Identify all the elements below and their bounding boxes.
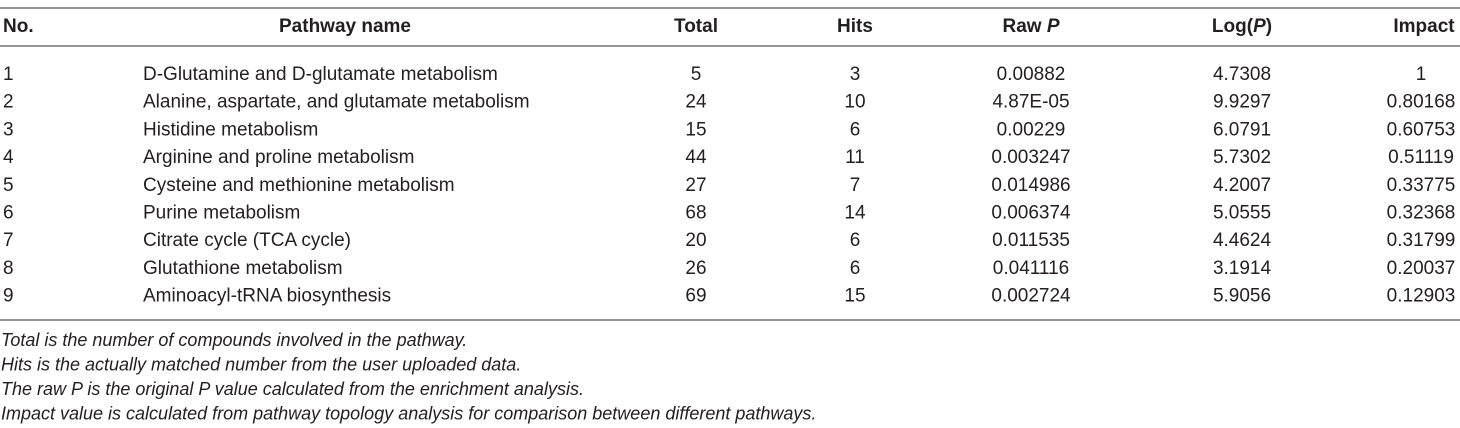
cell: 5.0555 <box>1213 203 1271 224</box>
cell: 4 <box>3 147 14 168</box>
cell: 0.32368 <box>1387 203 1456 224</box>
cell: 7 <box>3 230 14 251</box>
header-text: Log( <box>1212 16 1254 37</box>
header-cell: Raw P <box>1002 16 1059 37</box>
header-text: Hits <box>837 16 873 37</box>
pathway-name: Purine metabolism <box>143 203 300 224</box>
cell: 0.00882 <box>997 64 1066 85</box>
footnote: Hits is the actually matched number from… <box>1 354 521 374</box>
cell: 11 <box>845 147 865 168</box>
cell: 0.31799 <box>1387 230 1456 251</box>
cell: 15 <box>844 286 865 307</box>
cell: 9.9297 <box>1213 92 1271 113</box>
cell: 8 <box>3 258 14 279</box>
cell: 0.011535 <box>992 230 1070 251</box>
header-text: ) <box>1266 16 1272 37</box>
footnote: Impact value is calculated from pathway … <box>1 403 816 423</box>
cell: 0.006374 <box>991 203 1071 224</box>
cell: 0.80168 <box>1387 92 1456 113</box>
cell: 0.51119 <box>1388 147 1454 168</box>
cell: 0.014986 <box>991 175 1070 196</box>
header-cell: No. <box>3 16 34 37</box>
cell: 0.33775 <box>1387 175 1456 196</box>
cell: 1 <box>1416 64 1427 85</box>
footnote: Total is the number of compounds involve… <box>1 330 467 350</box>
header-cell: Pathway name <box>279 16 411 37</box>
cell: 69 <box>685 286 706 307</box>
header-text: P <box>1253 16 1266 37</box>
header-text: Impact <box>1393 16 1455 37</box>
header-text: No. <box>3 16 34 37</box>
cell: 4.7308 <box>1213 64 1271 85</box>
cell: 6 <box>850 230 861 251</box>
cell: 0.002724 <box>991 286 1071 307</box>
cell: 68 <box>685 203 706 224</box>
cell: 0.12903 <box>1387 286 1456 307</box>
cell: 0.20037 <box>1387 258 1456 279</box>
cell: 15 <box>685 119 706 140</box>
cell: 0.003247 <box>991 147 1070 168</box>
cell: 9 <box>3 286 14 307</box>
cell: 6 <box>850 119 861 140</box>
cell: 3 <box>850 64 861 85</box>
cell: 6 <box>3 203 14 224</box>
cell: 27 <box>685 175 706 196</box>
cell: 26 <box>685 258 706 279</box>
pathway-name: Cysteine and methionine metabolism <box>143 175 455 196</box>
cell: 6.0791 <box>1213 119 1271 140</box>
cell: 5 <box>3 175 14 196</box>
pathway-name: Alanine, aspartate, and glutamate metabo… <box>143 92 530 113</box>
cell: 4.4624 <box>1213 230 1272 251</box>
cell: 6 <box>850 258 861 279</box>
cell: 14 <box>844 203 866 224</box>
cell: 2 <box>3 92 14 113</box>
cell: 44 <box>685 147 707 168</box>
cell: 7 <box>850 175 861 196</box>
header-text: Pathway name <box>279 16 411 37</box>
header-cell: Log(P) <box>1212 16 1272 37</box>
cell: 0.041116 <box>993 258 1069 279</box>
header-cell: Impact <box>1393 16 1455 37</box>
cell: 5 <box>691 64 702 85</box>
footnote: The raw P is the original P value calcul… <box>1 379 584 399</box>
header-text: Raw <box>1002 16 1046 37</box>
header-cell: Hits <box>837 16 873 37</box>
cell: 0.60753 <box>1387 119 1456 140</box>
header-text: P <box>1047 16 1060 37</box>
pathway-name: Arginine and proline metabolism <box>143 147 414 168</box>
pathway-name: Glutathione metabolism <box>143 258 343 279</box>
cell: 5.9056 <box>1213 286 1271 307</box>
cell: 0.00229 <box>997 119 1066 140</box>
cell: 20 <box>685 230 706 251</box>
cell: 3 <box>3 119 14 140</box>
cell: 10 <box>844 92 865 113</box>
pathway-name: Histidine metabolism <box>143 119 318 140</box>
cell: 4.2007 <box>1213 175 1271 196</box>
cell: 3.1914 <box>1213 258 1272 279</box>
header-cell: Total <box>674 16 718 37</box>
pathway-name: Citrate cycle (TCA cycle) <box>143 230 351 251</box>
cell: 4.87E-05 <box>992 92 1069 113</box>
cell: 5.7302 <box>1213 147 1271 168</box>
pathway-name: D-Glutamine and D-glutamate metabolism <box>143 64 498 85</box>
cell: 24 <box>685 92 707 113</box>
header-text: Total <box>674 16 718 37</box>
pathway-name: Aminoacyl-tRNA biosynthesis <box>143 286 391 307</box>
cell: 1 <box>3 64 14 85</box>
